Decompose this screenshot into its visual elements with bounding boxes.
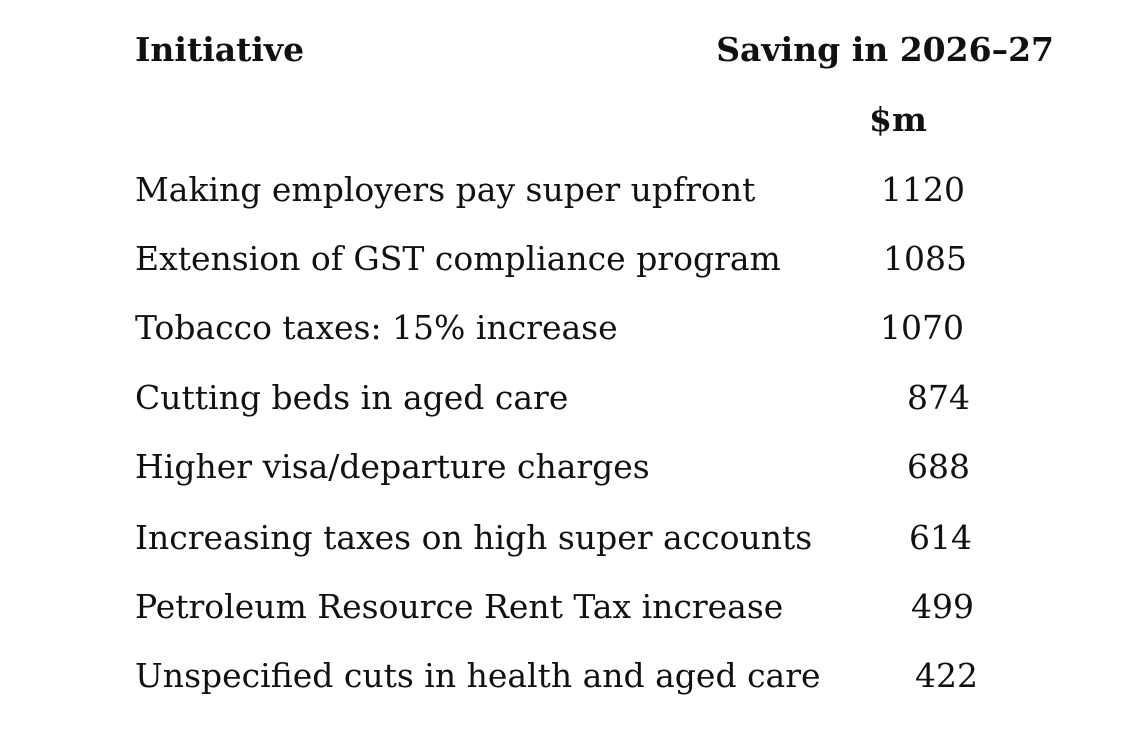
table-row: Increasing taxes on high super accounts … [0,518,1138,558]
table-row: Extension of GST compliance program 1085 [0,239,1138,279]
row-label: Higher visa/departure charges [135,447,650,487]
table-row: Making employers pay super upfront 1120 [0,170,1138,210]
row-value: 874 [860,378,970,418]
table-row: Higher visa/departure charges 688 [0,447,1138,487]
savings-table: Initiative Saving in 2026–27 $m Making e… [0,0,1138,732]
row-value: 1120 [855,170,965,210]
row-label: Cutting beds in aged care [135,378,568,418]
row-label: Increasing taxes on high super accounts [135,518,812,558]
table-row: Petroleum Resource Rent Tax increase 499 [0,587,1138,627]
row-value: 1085 [857,239,967,279]
column-header-unit: $m [869,100,927,140]
row-label: Petroleum Resource Rent Tax increase [135,587,783,627]
row-value: 499 [864,587,974,627]
column-header-initiative: Initiative [135,30,304,70]
row-label: Tobacco taxes: 15% increase [135,308,618,348]
table-row: Unspecified cuts in health and aged care… [0,656,1138,696]
row-value: 614 [862,518,972,558]
row-label: Making employers pay super upfront [135,170,755,210]
row-value: 422 [868,656,978,696]
row-label: Extension of GST compliance program [135,239,781,279]
table-row: Cutting beds in aged care 874 [0,378,1138,418]
row-value: 688 [860,447,970,487]
row-value: 1070 [854,308,964,348]
table-row: Tobacco taxes: 15% increase 1070 [0,308,1138,348]
column-header-saving: Saving in 2026–27 [716,30,1054,70]
row-label: Unspecified cuts in health and aged care [135,656,821,696]
